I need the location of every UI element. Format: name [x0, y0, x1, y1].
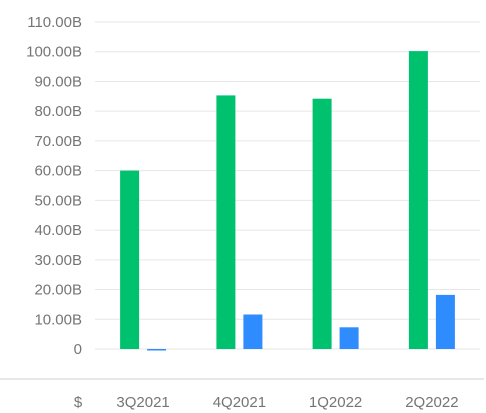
y-tick-label: 20.00B	[34, 282, 82, 299]
y-tick-label: 110.00B	[27, 14, 82, 31]
y-tick-label: 10.00B	[34, 311, 82, 328]
y-tick-label: 60.00B	[34, 163, 82, 180]
y-tick-label: 100.00B	[26, 44, 82, 61]
bar-series-1-1Q2022	[312, 98, 332, 349]
y-tick-label: 0	[74, 341, 82, 358]
bar-layer	[120, 51, 455, 351]
y-axis-ticks: 0 10.00B 20.00B 30.00B 40.00B 50.00B 60.00B 70.…	[26, 14, 82, 358]
bar-series-1-4Q2021	[216, 95, 236, 350]
x-category-label: 3Q2021	[116, 394, 169, 411]
currency-label: $	[74, 394, 83, 411]
x-category-label: 2Q2022	[405, 394, 458, 411]
x-axis-categories: 3Q2021 4Q2021 1Q2022 2Q2022	[116, 394, 458, 411]
y-tick-label: 30.00B	[34, 252, 82, 269]
y-tick-label: 90.00B	[34, 73, 82, 90]
x-category-label: 4Q2021	[213, 394, 266, 411]
bar-series-2-2Q2022	[435, 294, 455, 349]
y-tick-label: 80.00B	[34, 103, 82, 120]
bar-series-1-3Q2021	[120, 170, 140, 349]
bar-series-2-3Q2021	[147, 349, 167, 351]
bar-series-2-4Q2021	[243, 314, 263, 349]
bar-series-2-1Q2022	[339, 327, 359, 349]
y-tick-label: 40.00B	[34, 222, 82, 239]
y-tick-label: 70.00B	[34, 133, 82, 150]
x-category-label: 1Q2022	[309, 394, 362, 411]
y-tick-label: 50.00B	[34, 192, 82, 209]
bar-series-1-2Q2022	[408, 51, 428, 349]
